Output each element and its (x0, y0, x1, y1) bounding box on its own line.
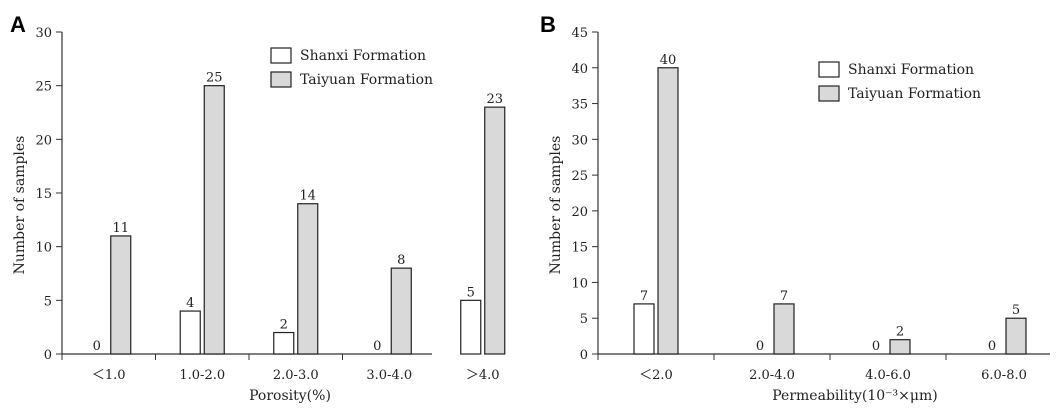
legend-label-taiyuan: Taiyuan Formation (848, 86, 981, 102)
bar-taiyuan (1005, 317, 1027, 355)
y-tick-label: 10 (571, 276, 588, 291)
data-label-taiyuan: 40 (660, 53, 677, 68)
y-tick-label: 15 (571, 241, 588, 256)
x-tick-label: 6.0-8.0 (981, 368, 1027, 383)
legend-label-shanxi: Shanxi Formation (300, 48, 426, 64)
bar-shanxi (460, 299, 482, 355)
data-label-shanxi: 5 (467, 285, 475, 300)
bar-shanxi (633, 303, 655, 355)
data-label-taiyuan: 2 (896, 325, 904, 340)
bar-taiyuan (390, 267, 412, 355)
x-tick-label: 1.0-2.0 (179, 368, 225, 383)
bar-taiyuan (484, 106, 506, 355)
bar-taiyuan (657, 67, 679, 355)
data-label-shanxi: 4 (186, 296, 194, 311)
legend: Shanxi Formation Taiyuan Formation (818, 61, 981, 102)
data-label-taiyuan: 14 (299, 189, 316, 204)
y-tick-label: 5 (580, 312, 588, 327)
legend-swatch-shanxi (270, 47, 292, 64)
y-tick-label: 25 (35, 80, 52, 95)
bar-taiyuan (203, 85, 225, 355)
y-tick-label: 20 (35, 133, 52, 148)
panel-letter: B (540, 12, 556, 37)
data-label-taiyuan: 25 (206, 71, 223, 86)
x-tick-label: 4.0-6.0 (865, 368, 911, 383)
data-label-taiyuan: 11 (112, 221, 129, 236)
y-axis-title: Number of samples (548, 136, 564, 275)
y-tick-label: 30 (35, 26, 52, 41)
legend-label-shanxi: Shanxi Formation (848, 62, 974, 78)
y-tick-label: 30 (571, 133, 588, 148)
legend-swatch-shanxi (818, 61, 840, 78)
y-tick-label: 25 (571, 169, 588, 184)
legend-swatch-taiyuan (818, 85, 840, 102)
y-tick-label: 35 (571, 98, 588, 113)
data-label-shanxi: 7 (640, 289, 648, 304)
bar-taiyuan (889, 339, 911, 355)
data-label-shanxi: 0 (373, 339, 381, 354)
data-label-taiyuan: 8 (397, 253, 405, 268)
x-tick-label: 2.0-4.0 (749, 368, 795, 383)
x-tick-label: ＜1.0 (92, 368, 126, 383)
legend: Shanxi Formation Taiyuan Formation (270, 47, 433, 88)
bar-taiyuan (297, 203, 319, 355)
x-tick-label: ＞4.0 (466, 368, 500, 383)
bar-taiyuan (110, 235, 132, 355)
x-axis-title: Porosity(%) (249, 388, 331, 404)
bar-shanxi (179, 310, 201, 355)
y-tick-label: 0 (580, 348, 588, 363)
y-tick-label: 20 (571, 205, 588, 220)
x-tick-label: 3.0-4.0 (366, 368, 412, 383)
data-label-shanxi: 0 (93, 339, 101, 354)
x-axis-title: Permeability(10⁻³×μm) (772, 388, 937, 404)
data-label-taiyuan: 7 (780, 289, 788, 304)
panel-letter: A (10, 12, 26, 37)
data-label-shanxi: 0 (756, 339, 764, 354)
y-tick-label: 45 (571, 26, 588, 41)
legend-label-taiyuan: Taiyuan Formation (300, 72, 433, 88)
x-tick-label: 2.0-3.0 (273, 368, 319, 383)
data-label-shanxi: 0 (872, 339, 880, 354)
y-tick-label: 15 (35, 187, 52, 202)
data-label-shanxi: 2 (280, 318, 288, 333)
y-axis-title: Number of samples (12, 136, 28, 275)
data-label-taiyuan: 23 (486, 92, 503, 107)
y-tick-label: 5 (44, 294, 52, 309)
data-label-shanxi: 0 (988, 339, 996, 354)
bar-shanxi (273, 331, 295, 355)
y-tick-label: 40 (571, 62, 588, 77)
y-tick-label: 0 (44, 348, 52, 363)
x-tick-label: ＜2.0 (639, 368, 673, 383)
data-label-taiyuan: 5 (1012, 303, 1020, 318)
legend-swatch-taiyuan (270, 71, 292, 88)
y-tick-label: 10 (35, 241, 52, 256)
bar-taiyuan (773, 303, 795, 355)
